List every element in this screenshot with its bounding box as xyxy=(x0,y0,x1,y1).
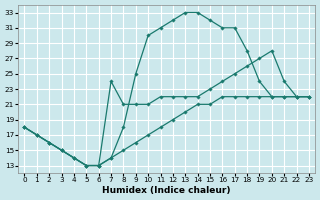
X-axis label: Humidex (Indice chaleur): Humidex (Indice chaleur) xyxy=(102,186,231,195)
